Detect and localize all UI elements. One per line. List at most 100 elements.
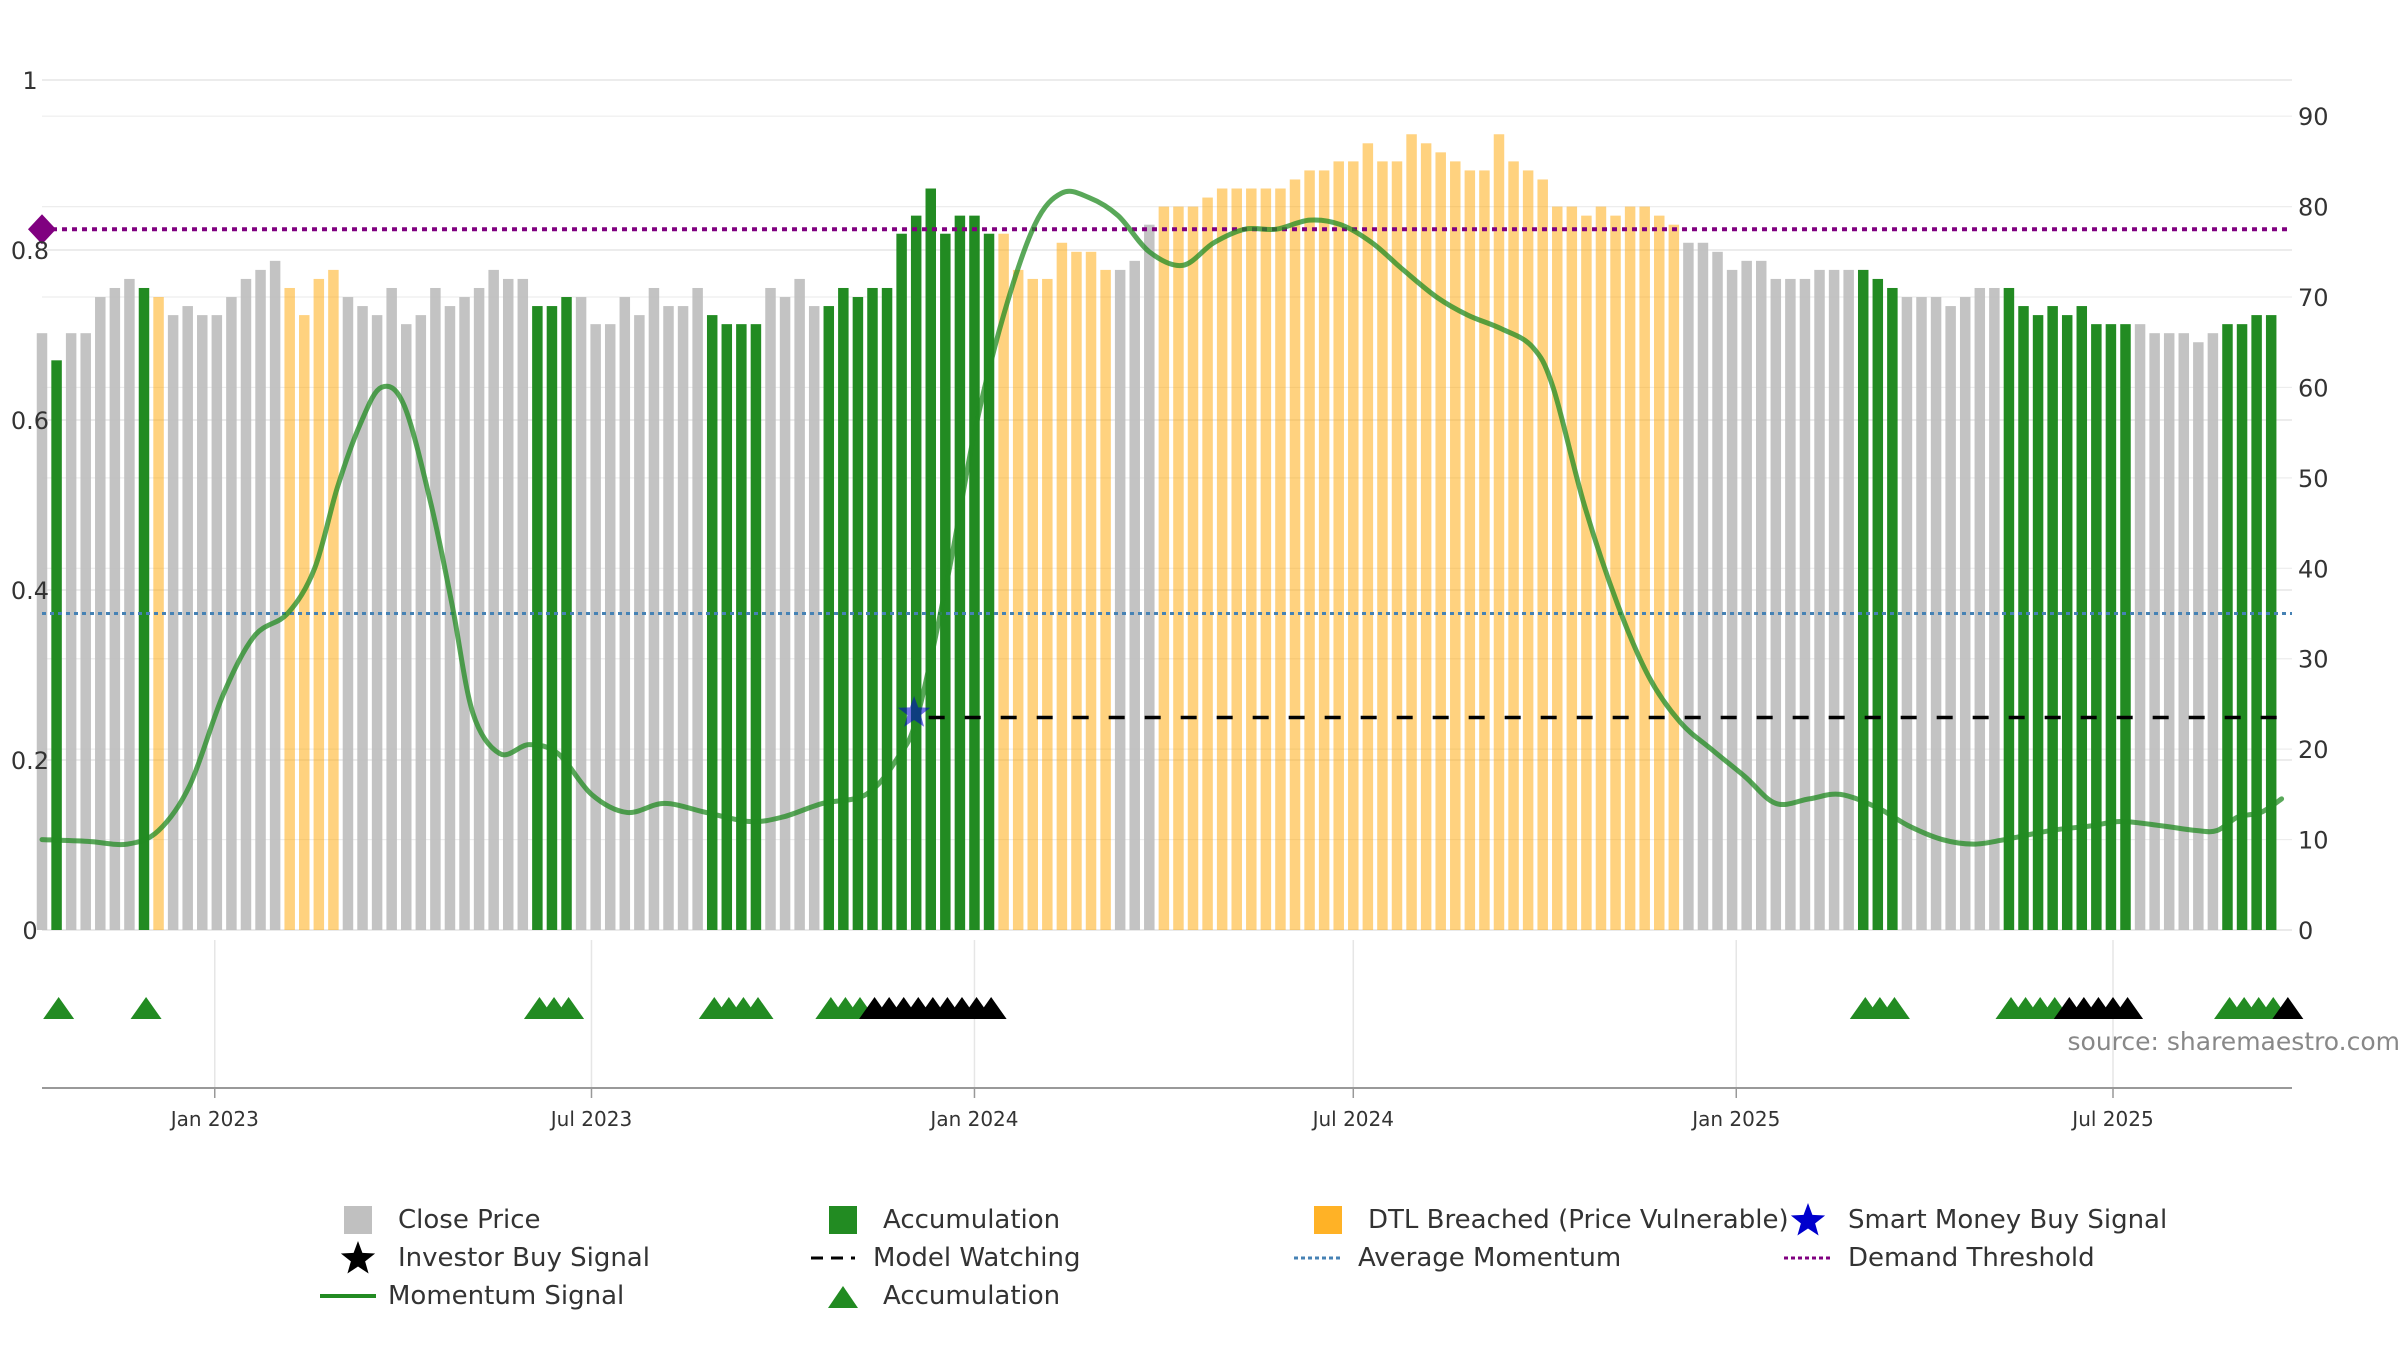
dtl-breached-bar bbox=[1610, 216, 1620, 930]
legend-item: Model Watching bbox=[805, 1240, 1080, 1276]
left-tick-label: 0.8 bbox=[11, 237, 49, 265]
legend-item: Investor Buy Signal bbox=[330, 1240, 650, 1276]
legend-swatch-svg bbox=[815, 1278, 871, 1314]
legend-label: Demand Threshold bbox=[1848, 1243, 2095, 1273]
dtl-breached-bar bbox=[1333, 161, 1343, 930]
close-price-bar bbox=[765, 288, 775, 930]
close-price-bar bbox=[168, 315, 178, 930]
dtl-breached-bar bbox=[1348, 161, 1358, 930]
accumulation-bar bbox=[2266, 315, 2276, 930]
close-price-bar bbox=[1843, 270, 1853, 930]
dtl-breached-bar bbox=[1028, 279, 1038, 930]
legend-item: Accumulation bbox=[815, 1202, 1060, 1238]
dtl-breached-bar bbox=[1567, 207, 1577, 930]
close-price-bar bbox=[1975, 288, 1985, 930]
close-price-bar bbox=[1771, 279, 1781, 930]
legend-star-icon bbox=[341, 1241, 375, 1274]
dtl-breached-bar bbox=[1261, 189, 1271, 930]
dtl-breached-bar bbox=[1304, 170, 1314, 930]
left-tick-label: 0 bbox=[22, 917, 37, 945]
accumulation-bar bbox=[2033, 315, 2043, 930]
close-price-bar bbox=[692, 288, 702, 930]
accumulation-bar bbox=[926, 189, 936, 930]
dtl-breached-bar bbox=[1669, 225, 1679, 930]
legend-swatch bbox=[815, 1202, 871, 1238]
close-price-bar bbox=[430, 288, 440, 930]
dtl-breached-bar bbox=[1406, 134, 1416, 930]
close-price-bar bbox=[1129, 261, 1139, 930]
legend-swatch bbox=[815, 1278, 871, 1314]
dtl-breached-bar bbox=[1625, 207, 1635, 930]
legend-swatch bbox=[1300, 1202, 1356, 1238]
dtl-breached-bar bbox=[1071, 252, 1081, 930]
close-price-bar bbox=[372, 315, 382, 930]
dtl-breached-bar bbox=[1057, 243, 1067, 930]
dtl-breached-bar bbox=[1450, 161, 1460, 930]
x-tick-label: Jul 2025 bbox=[2070, 1107, 2153, 1131]
accumulation-bar bbox=[707, 315, 717, 930]
close-price-bar bbox=[590, 324, 600, 930]
legend-item: Demand Threshold bbox=[1780, 1240, 2095, 1276]
legend-item: DTL Breached (Price Vulnerable) bbox=[1300, 1202, 1789, 1238]
legend-swatch-svg bbox=[1780, 1202, 1836, 1238]
accumulation-bar bbox=[547, 306, 557, 930]
legend-label: Accumulation bbox=[883, 1205, 1060, 1235]
close-price-bar bbox=[503, 279, 513, 930]
legend-swatch bbox=[1290, 1240, 1346, 1276]
close-price-bar bbox=[1756, 261, 1766, 930]
legend-swatch-svg bbox=[1780, 1240, 1836, 1276]
dtl-breached-bar bbox=[1042, 279, 1052, 930]
accumulation-bar bbox=[2106, 324, 2116, 930]
legend-swatch bbox=[330, 1240, 386, 1276]
legend-swatch-svg bbox=[1300, 1202, 1356, 1238]
legend-swatch-svg bbox=[330, 1240, 386, 1276]
legend-label: Close Price bbox=[398, 1205, 541, 1235]
accumulation-bar bbox=[2077, 306, 2087, 930]
accumulation-bar bbox=[139, 288, 149, 930]
close-price-bar bbox=[2149, 333, 2159, 930]
x-tick-label: Jan 2025 bbox=[1690, 1107, 1780, 1131]
accumulation-bar bbox=[2062, 315, 2072, 930]
close-price-bar bbox=[197, 315, 207, 930]
close-price-bar bbox=[488, 270, 498, 930]
close-price-bar bbox=[1683, 243, 1693, 930]
dtl-breached-bar bbox=[1581, 216, 1591, 930]
dtl-breached-bar bbox=[1275, 189, 1285, 930]
close-price-bar bbox=[124, 279, 134, 930]
dtl-breached-bar bbox=[1159, 207, 1169, 930]
close-price-bar bbox=[2164, 333, 2174, 930]
close-price-bar bbox=[270, 261, 280, 930]
dtl-breached-bar bbox=[1654, 216, 1664, 930]
accumulation-bar bbox=[1873, 279, 1883, 930]
legend-swatch-svg bbox=[805, 1240, 861, 1276]
dtl-breached-bar bbox=[1392, 161, 1402, 930]
accumulation-bar bbox=[51, 360, 61, 930]
dtl-breached-bar bbox=[998, 234, 1008, 930]
legend-label: Investor Buy Signal bbox=[398, 1243, 650, 1273]
x-tick-label: Jan 2023 bbox=[169, 1107, 259, 1131]
dtl-breached-bar bbox=[1639, 207, 1649, 930]
dtl-breached-bar bbox=[1508, 161, 1518, 930]
close-price-bar bbox=[1785, 279, 1795, 930]
dtl-breached-bar bbox=[1377, 161, 1387, 930]
accumulation-bar bbox=[955, 216, 965, 930]
close-price-bar bbox=[649, 288, 659, 930]
legend-label: Model Watching bbox=[873, 1243, 1080, 1273]
dtl-breached-bar bbox=[1494, 134, 1504, 930]
legend-swatch-svg bbox=[815, 1202, 871, 1238]
close-price-bar bbox=[518, 279, 528, 930]
close-price-bar bbox=[605, 324, 615, 930]
close-price-bar bbox=[1829, 270, 1839, 930]
close-price-bar bbox=[1989, 288, 1999, 930]
dtl-breached-bar bbox=[314, 279, 324, 930]
accumulation-bar bbox=[838, 288, 848, 930]
dtl-breached-bar bbox=[1173, 207, 1183, 930]
accumulation-bar bbox=[2222, 324, 2232, 930]
legend-item: Accumulation bbox=[815, 1278, 1060, 1314]
legend-swatch bbox=[805, 1240, 861, 1276]
legend-swatch bbox=[320, 1278, 376, 1314]
dtl-breached-bar bbox=[1100, 270, 1110, 930]
accumulation-triangle-icon bbox=[131, 997, 162, 1019]
close-price-bar bbox=[1144, 225, 1154, 930]
